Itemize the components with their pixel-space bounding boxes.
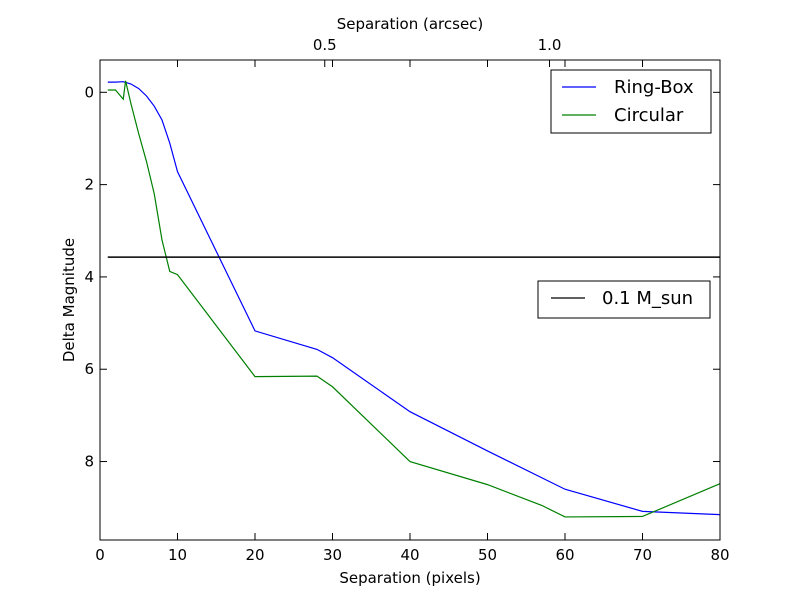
series-layer (107, 80, 721, 518)
x-tick-label: 70 (633, 546, 652, 564)
legend-mass-label: 0.1 M_sun (602, 288, 693, 309)
x-tick-label: 50 (478, 546, 497, 564)
x-tick-label: 30 (323, 546, 342, 564)
legend-top: Ring-Box Circular (550, 69, 712, 134)
legend-top-box (550, 69, 712, 134)
y-tick-label: 2 (84, 176, 94, 194)
legend-mass: 0.1 M_sun (537, 280, 711, 319)
legend-ring-box-label: Ring-Box (614, 77, 694, 98)
series-line-ring-box (107, 81, 721, 516)
x-tick-label: 20 (245, 546, 264, 564)
series-line-circular (107, 80, 721, 518)
top-axis-tick-label: 1.0 (538, 36, 562, 54)
tick-layer (99, 60, 721, 540)
y-axis-label: Delta Magnitude (60, 238, 78, 362)
y-tick-label: 4 (84, 268, 94, 286)
x-tick-label: 40 (400, 546, 419, 564)
label-layer: 0 10 20 30 40 50 60 70 80 0 2 4 6 8 0.5 1.0 (84, 36, 729, 564)
legend-mass-box (537, 280, 711, 319)
legend-circular-label: Circular (614, 105, 684, 126)
y-tick-label: 0 (84, 83, 94, 101)
x-tick-label: 60 (555, 546, 574, 564)
y-tick-label: 8 (84, 453, 94, 471)
x-axis-label: Separation (pixels) (339, 569, 480, 587)
x-tick-label: 80 (710, 546, 729, 564)
top-axis-tick-label: 0.5 (313, 36, 337, 54)
x-tick-label: 0 (95, 546, 105, 564)
y-tick-label: 6 (84, 360, 94, 378)
top-axis-label: Separation (arcsec) (337, 15, 484, 33)
x-tick-label: 10 (168, 546, 187, 564)
